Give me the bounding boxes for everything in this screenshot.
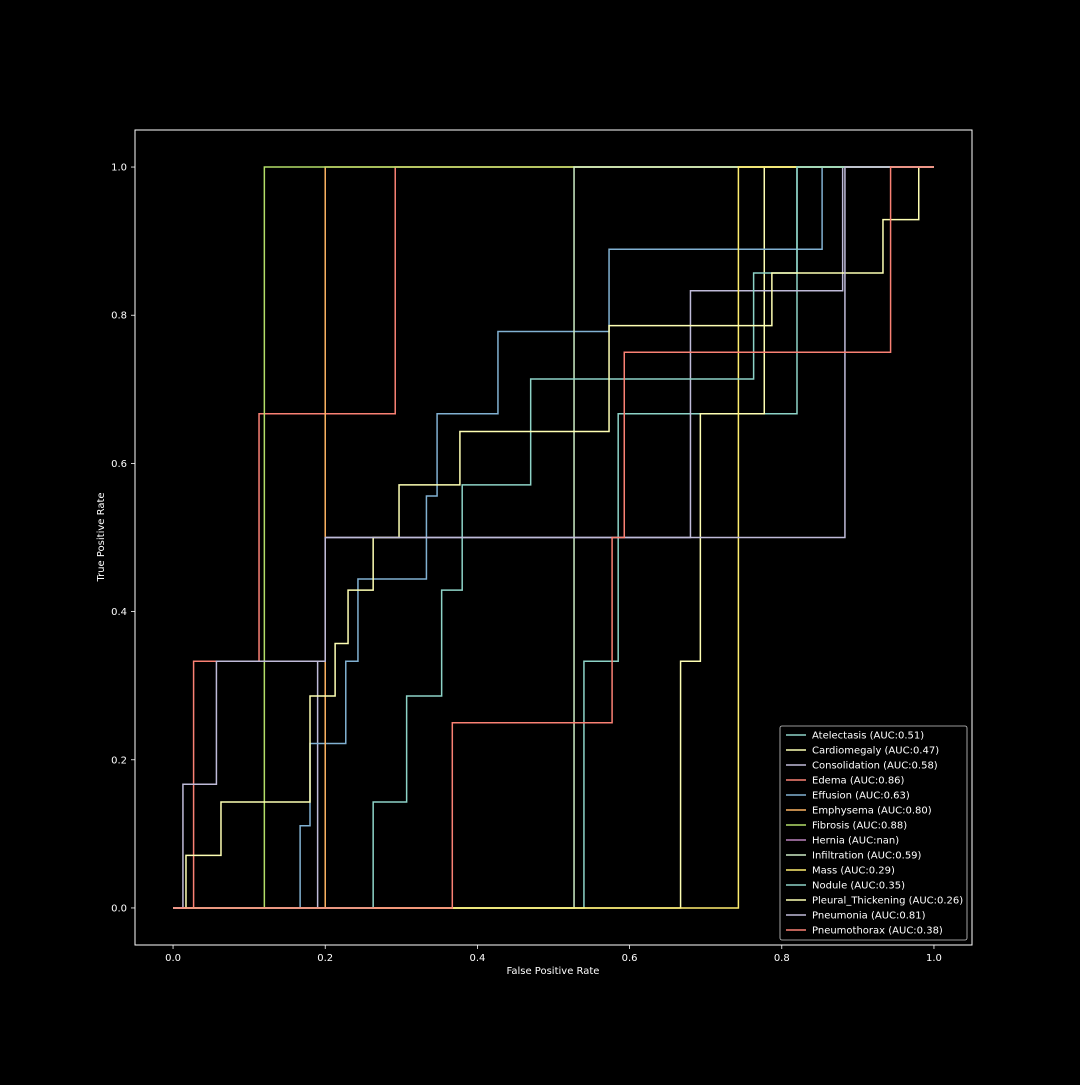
legend-label: Consolidation (AUC:0.58) xyxy=(812,761,938,772)
plot-frame xyxy=(134,129,973,946)
legend-label: Emphysema (AUC:0.80) xyxy=(812,806,932,817)
legend-entries: Atelectasis (AUC:0.51) Cardiomegaly (AUC:… xyxy=(786,731,963,937)
y-tick-label: 0.0 xyxy=(111,903,127,914)
y-tick-label: 0.4 xyxy=(111,607,127,618)
x-tick-label: 0.6 xyxy=(622,953,638,964)
legend-label: Pneumothorax (AUC:0.38) xyxy=(812,926,943,937)
legend: Atelectasis (AUC:0.51) Cardiomegaly (AUC:… xyxy=(779,725,968,941)
legend-label: Nodule (AUC:0.35) xyxy=(812,881,905,892)
x-tick-label: 1.0 xyxy=(926,953,942,964)
legend-label: Edema (AUC:0.86) xyxy=(812,776,905,787)
x-tick-label: 0.2 xyxy=(317,953,333,964)
series-layer xyxy=(173,166,934,909)
x-axis-ticks: 0.0 0.2 0.4 0.6 0.8 1.0 xyxy=(165,945,942,964)
legend-label: Effusion (AUC:0.63) xyxy=(812,791,910,802)
y-axis-ticks: 0.0 0.2 0.4 0.6 0.8 1.0 xyxy=(111,163,135,914)
legend-label: Fibrosis (AUC:0.88) xyxy=(812,821,907,832)
y-axis-label: True Positive Rate xyxy=(96,492,107,582)
x-axis-label: False Positive Rate xyxy=(507,966,600,977)
series-line-3 xyxy=(173,166,934,909)
legend-label: Infiltration (AUC:0.59) xyxy=(812,851,922,862)
y-tick-label: 0.2 xyxy=(111,755,127,766)
y-tick-label: 1.0 xyxy=(111,163,127,174)
x-tick-label: 0.8 xyxy=(774,953,790,964)
y-tick-label: 0.8 xyxy=(111,311,127,322)
legend-label: Mass (AUC:0.29) xyxy=(812,866,895,877)
legend-label: Pleural_Thickening (AUC:0.26) xyxy=(812,896,963,907)
legend-label: Pneumonia (AUC:0.81) xyxy=(812,911,926,922)
legend-label: Hernia (AUC:nan) xyxy=(812,836,899,847)
x-tick-label: 0.4 xyxy=(469,953,485,964)
y-tick-label: 0.6 xyxy=(111,459,127,470)
x-tick-label: 0.0 xyxy=(165,953,181,964)
legend-label: Cardiomegaly (AUC:0.47) xyxy=(812,746,939,757)
legend-box xyxy=(779,725,968,941)
legend-label: Atelectasis (AUC:0.51) xyxy=(812,731,924,742)
series-line-13 xyxy=(173,166,934,909)
